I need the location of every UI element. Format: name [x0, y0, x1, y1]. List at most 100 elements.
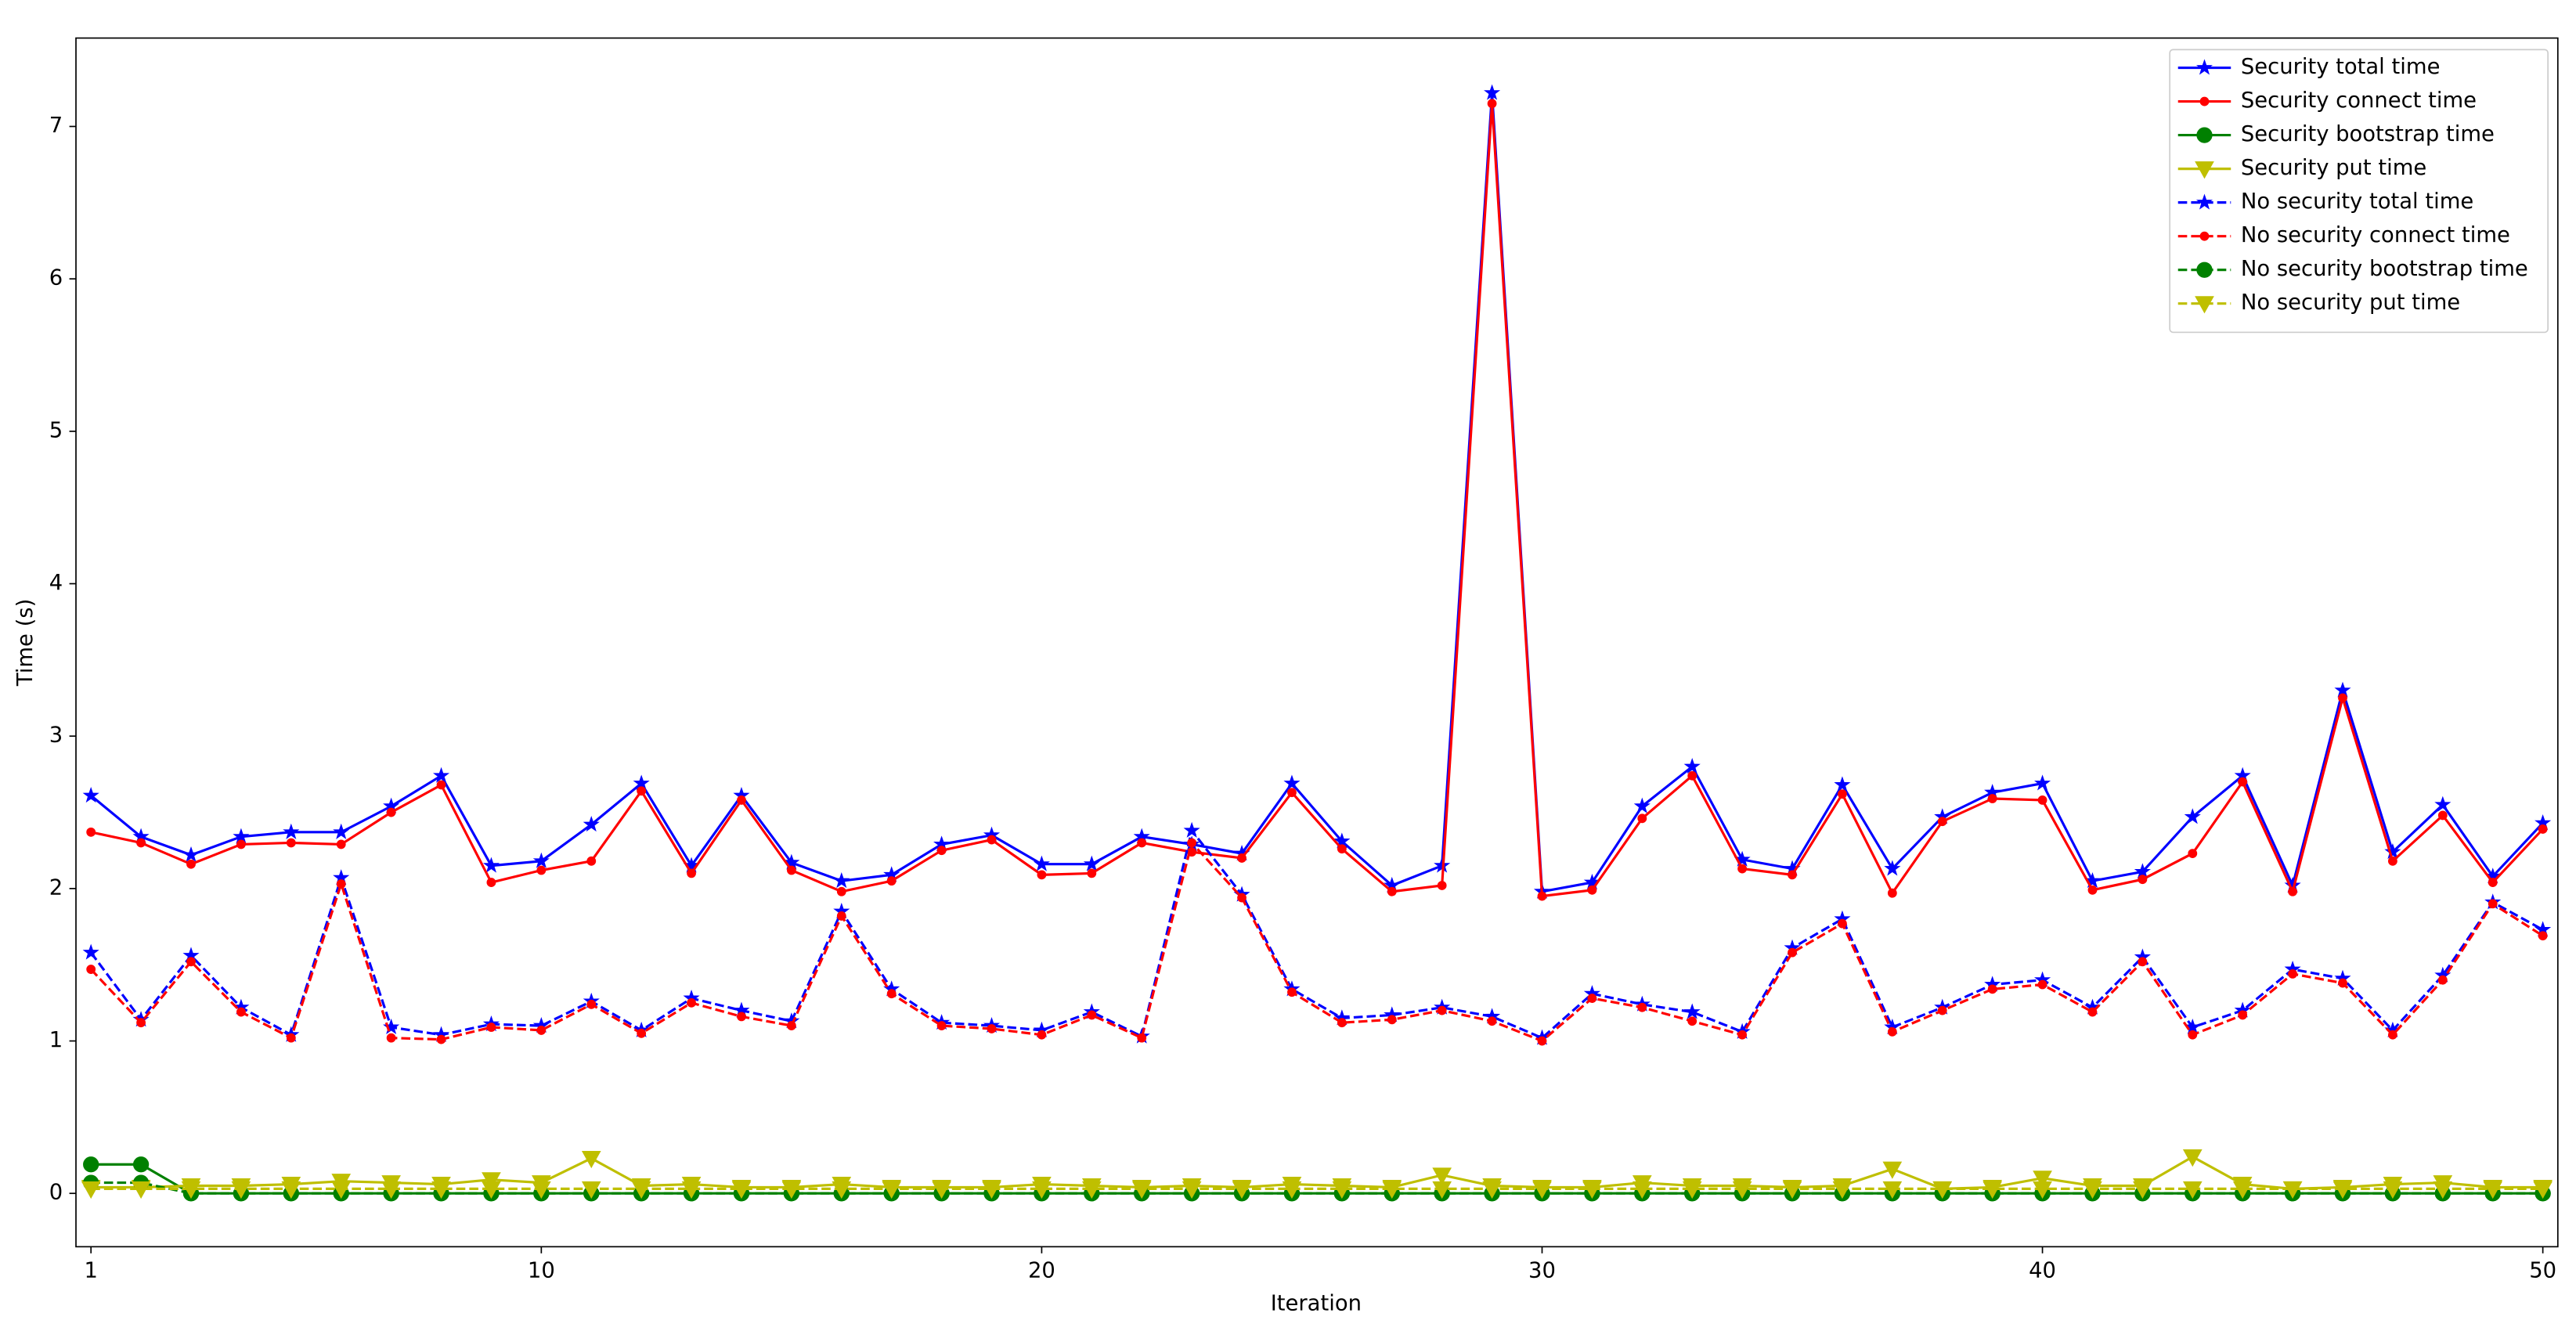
marker-triangle — [2483, 1181, 2503, 1199]
marker-point — [286, 838, 296, 848]
marker-triangle — [1232, 1181, 1252, 1199]
marker-point — [236, 839, 246, 849]
marker-point — [1087, 1010, 1097, 1020]
marker-point — [2338, 978, 2347, 988]
legend-label: No security connect time — [2241, 223, 2510, 247]
marker-point — [1387, 886, 1397, 896]
marker-triangle — [1282, 1181, 1302, 1199]
marker-point — [1587, 885, 1597, 895]
marker-triangle — [1081, 1181, 1102, 1199]
marker-triangle — [1532, 1181, 1552, 1199]
marker-point — [2288, 968, 2297, 979]
marker-point — [687, 997, 696, 1008]
marker-point — [1087, 868, 1097, 878]
marker-point — [86, 965, 96, 974]
marker-triangle — [1482, 1181, 1502, 1199]
legend-label: Security put time — [2241, 156, 2426, 180]
marker-triangle — [1432, 1167, 1452, 1185]
marker-point — [786, 1021, 796, 1030]
marker-triangle — [681, 1181, 702, 1199]
marker-triangle — [2195, 296, 2214, 314]
marker-star — [2434, 795, 2452, 812]
marker-point — [586, 999, 597, 1009]
legend-label: No security bootstrap time — [2241, 257, 2528, 281]
marker-point — [286, 1033, 296, 1043]
plot-frame — [75, 37, 2559, 1248]
series-line — [90, 103, 2544, 898]
series-line — [90, 840, 2544, 1043]
marker-point — [1887, 1026, 1897, 1037]
marker-triangle — [2282, 1181, 2303, 1199]
marker-point — [136, 1018, 146, 1028]
marker-point — [236, 1007, 246, 1017]
marker-point — [436, 1034, 446, 1044]
marker-point — [186, 957, 196, 967]
marker-star — [1884, 860, 1901, 876]
marker-star — [482, 857, 500, 873]
marker-triangle — [331, 1181, 352, 1199]
marker-star — [2195, 59, 2213, 75]
marker-point — [1237, 853, 1247, 863]
marker-point — [2087, 885, 2098, 895]
marker-point — [136, 838, 146, 848]
marker-point — [2388, 1030, 2397, 1040]
marker-point — [2488, 878, 2498, 887]
marker-circle — [83, 1156, 99, 1173]
marker-point — [1287, 788, 1297, 798]
marker-star — [783, 853, 800, 870]
marker-triangle — [631, 1181, 651, 1199]
marker-point — [1037, 870, 1047, 880]
plot-area — [81, 84, 2553, 1202]
marker-point — [1937, 1005, 1947, 1015]
marker-triangle — [2433, 1181, 2453, 1199]
marker-star — [1033, 855, 1050, 871]
marker-point — [2538, 931, 2548, 941]
marker-point — [1337, 844, 1347, 854]
marker-circle — [132, 1156, 150, 1173]
marker-point — [886, 989, 897, 999]
marker-triangle — [2533, 1181, 2553, 1199]
marker-triangle — [1182, 1181, 1202, 1199]
marker-triangle — [381, 1181, 401, 1199]
marker-point — [1838, 789, 1847, 799]
legend-label: No security total time — [2241, 189, 2473, 214]
marker-point — [836, 911, 846, 921]
marker-triangle — [1131, 1181, 1152, 1199]
legend-box — [2169, 49, 2549, 334]
marker-triangle — [982, 1181, 1001, 1199]
y-tick-label: 7 — [49, 114, 63, 138]
marker-triangle — [2182, 1149, 2203, 1167]
marker-triangle — [1032, 1181, 1052, 1199]
marker-star — [633, 774, 650, 791]
legend-label: Security bootstrap time — [2241, 122, 2495, 146]
marker-triangle — [1332, 1181, 1352, 1199]
marker-star — [583, 816, 600, 832]
marker-point — [1737, 1030, 1748, 1040]
x-tick-label: 20 — [1028, 1258, 1055, 1282]
marker-triangle — [2182, 1181, 2203, 1199]
x-tick-label: 1 — [84, 1258, 97, 1282]
marker-star — [2184, 1018, 2201, 1035]
y-tick-label: 0 — [49, 1181, 63, 1205]
marker-point — [1788, 870, 1797, 880]
marker-point — [1587, 994, 1597, 1003]
marker-triangle — [2232, 1181, 2253, 1199]
marker-triangle — [2133, 1181, 2152, 1199]
marker-point — [687, 868, 696, 878]
marker-triangle — [1732, 1181, 1752, 1199]
marker-triangle — [2383, 1181, 2403, 1199]
marker-triangle — [181, 1181, 201, 1199]
marker-triangle — [1632, 1181, 1652, 1199]
marker-point — [2437, 975, 2448, 985]
marker-point — [536, 1026, 547, 1035]
marker-star — [1583, 873, 1600, 890]
marker-star — [1183, 821, 1200, 838]
marker-point — [1487, 99, 1497, 109]
marker-triangle — [131, 1181, 151, 1199]
marker-circle — [2196, 262, 2213, 278]
marker-point — [1637, 813, 1647, 824]
series-line — [90, 92, 2544, 893]
marker-star — [2034, 774, 2051, 791]
marker-point — [637, 1028, 647, 1038]
